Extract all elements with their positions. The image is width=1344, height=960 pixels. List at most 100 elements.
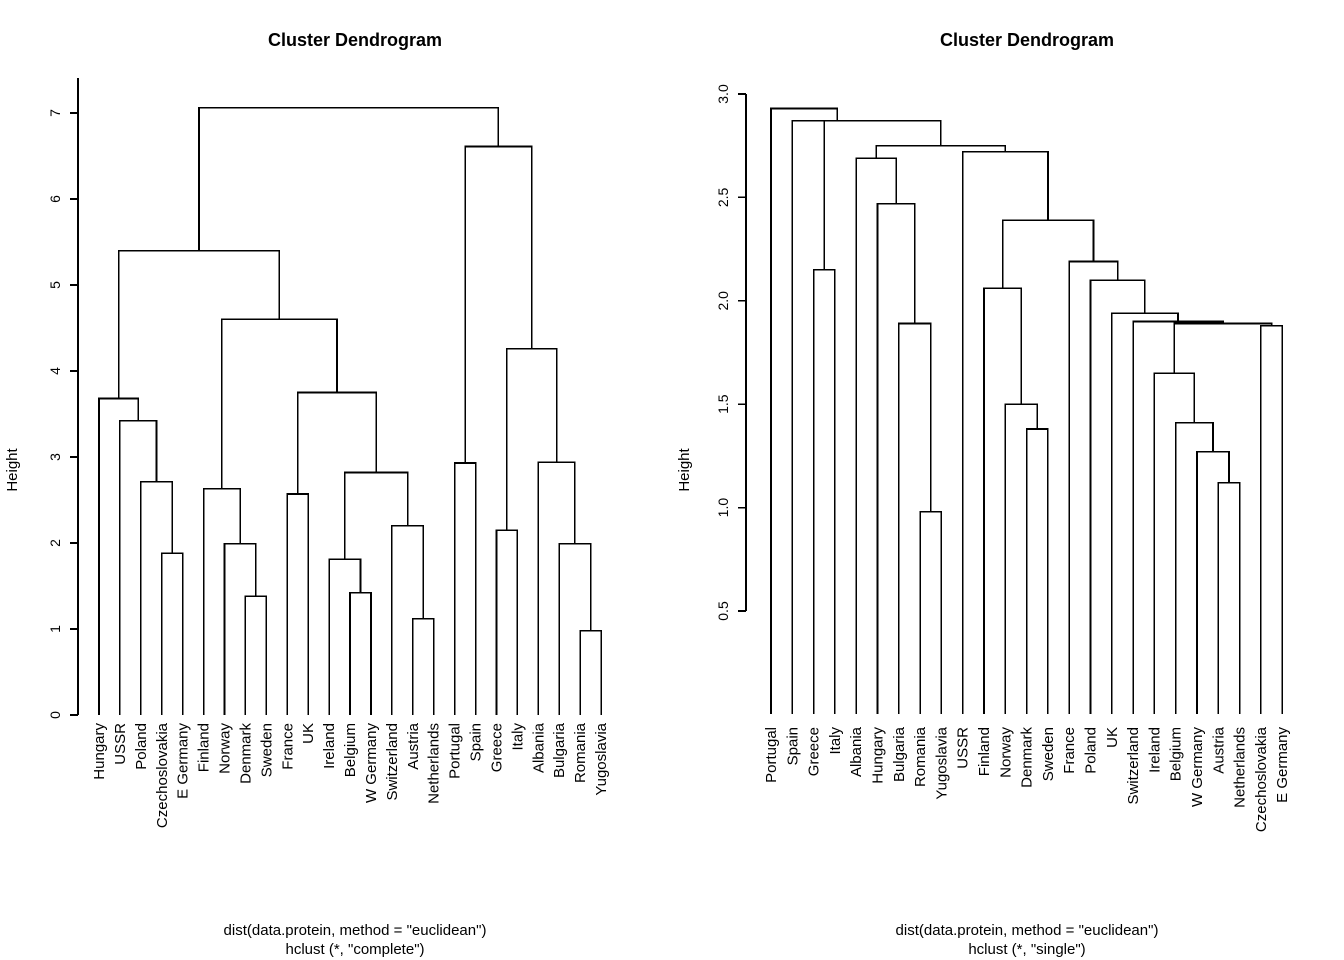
dendrogram-link [876, 202, 916, 714]
x-axis-label: dist(data.protein, method = "euclidean") [896, 922, 1159, 939]
dendrogram-link [898, 322, 932, 714]
dendrogram-link [119, 420, 158, 715]
y-tick-label: 0 [47, 711, 63, 719]
leaf-label: Finland [196, 723, 213, 772]
leaf-label: UK [300, 723, 317, 744]
dendrogram-link [579, 629, 602, 715]
y-axis: 0 1 2 3 4 5 6 7 [47, 78, 79, 719]
y-tick-label: 0.5 [715, 601, 731, 621]
leaf-label: USSR [112, 723, 129, 765]
leaf-label: Sweden [1040, 727, 1057, 781]
dendrogram-link [1217, 481, 1241, 714]
dendrogram-tree [98, 107, 602, 715]
leaf-label: Czechoslovakia [154, 722, 171, 828]
dendrogram-link [506, 347, 558, 531]
leaf-label: Portugal [763, 727, 780, 783]
dendrogram-link [391, 525, 425, 715]
y-axis-label: Height [676, 447, 693, 491]
y-tick-label: 2.0 [715, 291, 731, 311]
y-tick-label: 3 [47, 453, 63, 461]
dendrogram-link [1025, 428, 1049, 714]
leaf-label: Belgium [342, 723, 359, 777]
dendrogram-link [791, 120, 883, 714]
leaf-label: Greece [806, 727, 823, 776]
method-subtitle: hclust (*, "complete") [285, 941, 424, 958]
chart-title: Cluster Dendrogram [268, 30, 442, 50]
leaf-label: Italy [827, 727, 844, 755]
dendrogram-link [1004, 403, 1039, 714]
leaf-label: France [279, 723, 296, 770]
leaf-label: Yugoslavia [593, 722, 610, 795]
leaf-labels: Portugal Spain Greece Italy Albania Hungary Bu… [763, 726, 1291, 832]
leaf-label: Hungary [870, 727, 887, 784]
dendrogram-link [286, 493, 309, 715]
x-axis-label: dist(data.protein, method = "euclidean") [224, 922, 487, 939]
dendrogram-link [344, 471, 409, 560]
dendrogram-link [349, 592, 372, 715]
single-linkage-dendrogram: Cluster Dendrogram Height dist(data.prot… [676, 30, 1291, 958]
dendrogram-link [537, 461, 576, 715]
dendrogram-link [983, 287, 1023, 714]
leaf-label: Yugoslavia [933, 726, 950, 799]
dendrogram-link [1132, 320, 1224, 714]
dendrogram-link [1001, 219, 1095, 289]
leaf-label: Portugal [447, 723, 464, 779]
leaf-label: Netherlands [426, 723, 443, 804]
leaf-label: Belgium [1168, 727, 1185, 781]
dendrogram-link [812, 268, 836, 714]
dendrogram-link [823, 120, 942, 270]
dendrogram-link [855, 157, 897, 714]
dendrogram-link [1173, 322, 1273, 374]
dendrogram-tree [770, 107, 1283, 714]
leaf-label: E Germany [1274, 727, 1291, 803]
dendrogram-link [223, 543, 257, 715]
leaf-label: Poland [133, 723, 150, 770]
leaf-label: Poland [1083, 727, 1100, 774]
leaf-label: Ireland [1146, 727, 1163, 773]
dendrogram-link [464, 145, 533, 464]
complete-linkage-dendrogram: Cluster Dendrogram Height dist(data.prot… [4, 30, 610, 958]
leaf-label: Albania [530, 722, 547, 773]
dendrogram-link [198, 107, 500, 251]
dendrogram-link [1260, 324, 1283, 714]
leaf-label: Bulgaria [551, 722, 568, 778]
leaf-label: Albania [848, 726, 865, 777]
dendrogram-link [140, 481, 174, 715]
leaf-label: Norway [217, 723, 234, 774]
leaf-label: E Germany [175, 723, 192, 799]
leaf-label: Denmark [1019, 727, 1036, 788]
dendrogram-link [919, 510, 943, 714]
y-tick-label: 2 [47, 539, 63, 547]
dendrogram-link [1068, 260, 1119, 714]
y-tick-label: 5 [47, 281, 63, 289]
leaf-label: Netherlands [1232, 727, 1249, 808]
dendrogram-link [1174, 422, 1214, 714]
dendrogram-link [1196, 450, 1230, 714]
leaf-label: Romania [572, 722, 589, 783]
dendrogram-link [453, 462, 477, 715]
dendrogram-link [558, 543, 592, 715]
y-tick-label: 1 [47, 625, 63, 633]
y-tick-label: 2.5 [715, 187, 731, 207]
leaf-label: Bulgaria [891, 726, 908, 782]
leaf-label: UK [1104, 727, 1121, 748]
leaf-label: Finland [976, 727, 993, 776]
leaf-label: Denmark [237, 723, 254, 784]
leaf-label: Norway [997, 727, 1014, 778]
y-tick-label: 1.5 [715, 394, 731, 414]
dendrogram-link [98, 397, 140, 715]
leaf-label: Austria [1210, 726, 1227, 773]
leaf-label: Spain [468, 723, 485, 761]
y-tick-label: 4 [47, 367, 63, 375]
method-subtitle: hclust (*, "single") [968, 941, 1085, 958]
leaf-label: France [1061, 727, 1078, 774]
dendrogram-link [1089, 279, 1146, 714]
chart-title: Cluster Dendrogram [940, 30, 1114, 50]
leaf-label: USSR [955, 727, 972, 769]
leaf-label: Austria [405, 722, 422, 769]
dendrogram-link [160, 552, 184, 715]
y-tick-label: 3.0 [715, 84, 731, 104]
y-axis: 0.5 1.0 1.5 2.0 2.5 3.0 [715, 84, 747, 621]
dendrogram-link [328, 558, 362, 715]
